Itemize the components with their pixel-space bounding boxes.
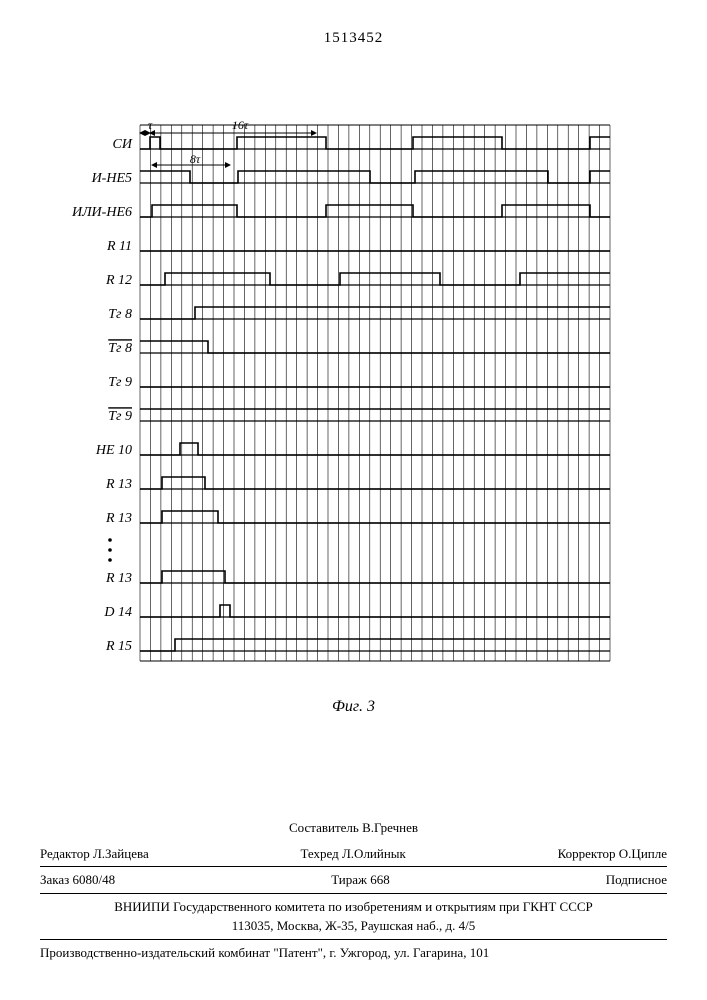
tech-name: Л.Олийнык	[342, 846, 406, 861]
svg-text:Тг 9: Тг 9	[108, 409, 132, 424]
svg-text:Тг 8: Тг 8	[108, 341, 132, 356]
svg-text:СИ: СИ	[113, 137, 133, 152]
svg-text:R 15: R 15	[105, 639, 132, 654]
composer-label: Составитель	[289, 820, 359, 835]
svg-text:τ: τ	[148, 118, 153, 132]
svg-text:16τ: 16τ	[232, 118, 249, 132]
subscription: Подписное	[462, 870, 667, 890]
publisher-line: Производственно-издательский комбинат "П…	[40, 945, 489, 960]
svg-text:R 13: R 13	[105, 477, 132, 492]
figure-label: Фиг. 3	[0, 698, 707, 716]
svg-text:R 12: R 12	[105, 273, 132, 288]
footer-block: Составитель В.Гречнев Редактор Л.Зайцева…	[40, 815, 667, 965]
editor-label: Редактор	[40, 846, 90, 861]
tech-label: Техред	[300, 846, 338, 861]
svg-text:R 13: R 13	[105, 511, 132, 526]
editor-name: Л.Зайцева	[93, 846, 149, 861]
org-line-2: 113035, Москва, Ж-35, Раушская наб., д. …	[232, 918, 475, 933]
svg-text:НЕ 10: НЕ 10	[95, 443, 132, 458]
svg-text:R 11: R 11	[106, 239, 132, 254]
svg-text:И-НЕ5: И-НЕ5	[91, 171, 132, 186]
document-number: 1513452	[0, 30, 707, 47]
svg-text:8τ: 8τ	[190, 152, 201, 166]
tirazh: Тираж 668	[259, 870, 462, 890]
svg-text:Тг 8: Тг 8	[108, 307, 132, 322]
svg-text:R 13: R 13	[105, 571, 132, 586]
org-line-1: ВНИИПИ Государственного комитета по изоб…	[114, 899, 593, 914]
composer-name: В.Гречнев	[362, 820, 418, 835]
order-number: Заказ 6080/48	[40, 870, 259, 890]
svg-text:D 14: D 14	[103, 605, 132, 620]
corrector-label: Корректор	[558, 846, 616, 861]
svg-text:Тг 9: Тг 9	[108, 375, 132, 390]
svg-text:ИЛИ-НЕ6: ИЛИ-НЕ6	[71, 205, 132, 220]
timing-diagram: τ 16τ 8τ СИ И-НЕ5 ИЛИ-НЕ6 R 11 R 12 Тг 8 Тг 8 Тг 9…	[70, 115, 630, 675]
corrector-name: О.Ципле	[619, 846, 667, 861]
